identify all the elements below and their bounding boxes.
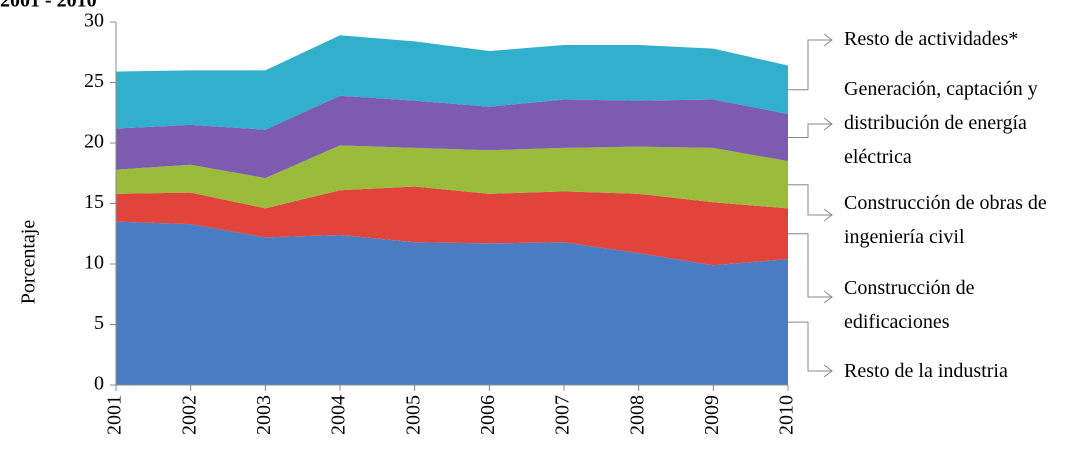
x-tick-label: 2006 [477,395,499,435]
y-tick-label: 25 [84,70,104,92]
legend-arrow [823,33,833,47]
y-tick-label: 5 [94,312,104,334]
legend-arrow [823,208,833,222]
chart-title: 2001 - 2010 [0,0,97,12]
legend-connector [788,233,832,298]
legend-label: Construcción de obras de ingeniería civi… [844,192,1047,248]
legend-arrow [823,364,833,378]
x-tick-label: 2009 [701,395,723,435]
x-tick-label: 2002 [178,395,200,435]
y-tick-label: 30 [84,10,104,32]
x-tick-label: 2008 [626,395,648,435]
legend-arrow [823,290,833,304]
y-axis-label: Porcentaje [18,220,40,305]
x-tick-label: 2007 [552,395,574,435]
x-tick-label: 2003 [253,395,275,435]
area [116,95,788,179]
legend-connector [788,39,832,91]
legend-connector [788,123,832,139]
legend-label: Construcción de edificaciones [844,277,975,333]
legend-label: Resto de actividades* [844,28,1019,50]
x-tick-label: 2010 [776,395,798,435]
legend-connector [788,321,832,372]
x-tick-label: 2004 [328,395,350,435]
area [116,221,788,385]
x-tick-label: 2001 [104,395,126,435]
x-tick-label: 2005 [402,395,424,435]
y-tick-label: 10 [84,252,104,274]
area [116,186,788,266]
legend-label: Generación, captación y distribución de … [844,78,1038,168]
legend-connector [788,184,832,216]
area [116,145,788,209]
area [116,35,788,130]
legend-label: Resto de la industria [844,360,1008,382]
y-tick-label: 15 [84,191,104,213]
legend-arrow [823,117,833,131]
y-tick-label: 20 [84,131,104,153]
y-tick-label: 0 [94,373,104,395]
